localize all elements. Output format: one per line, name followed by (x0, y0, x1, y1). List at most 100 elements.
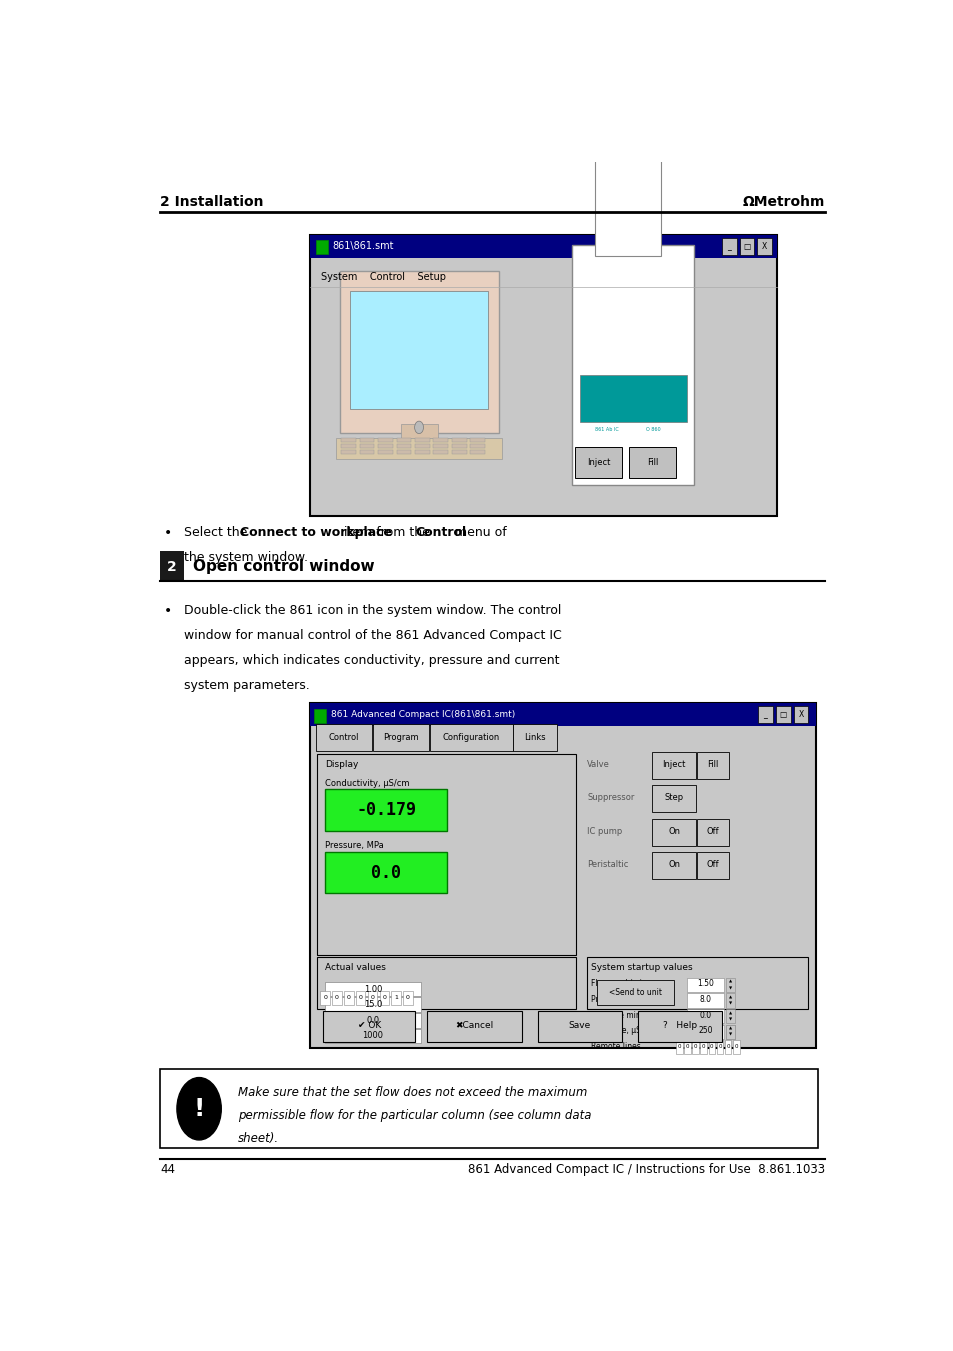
Text: Program: Program (383, 732, 418, 742)
Bar (686, 978, 723, 992)
Text: □: □ (742, 242, 750, 251)
Bar (470, 438, 485, 442)
Text: 0: 0 (323, 996, 327, 1001)
Text: 0: 0 (347, 996, 351, 1001)
FancyBboxPatch shape (513, 724, 557, 751)
FancyBboxPatch shape (537, 1011, 621, 1042)
Bar (396, 444, 411, 449)
Text: Conductivity, µS/cm: Conductivity, µS/cm (324, 778, 409, 788)
Text: X: X (798, 711, 802, 719)
Bar (724, 1040, 731, 1054)
Circle shape (176, 1078, 221, 1140)
Text: ▲: ▲ (728, 996, 731, 1000)
Text: Open control window: Open control window (193, 559, 375, 574)
Bar (470, 450, 485, 454)
Bar (315, 240, 328, 254)
Text: 0: 0 (734, 1044, 738, 1048)
FancyBboxPatch shape (574, 447, 621, 478)
Text: Save: Save (568, 1021, 590, 1029)
Text: Step: Step (664, 793, 683, 802)
FancyBboxPatch shape (597, 979, 673, 1005)
Text: 861 Advanced Compact IC(861\861.smt): 861 Advanced Compact IC(861\861.smt) (331, 711, 515, 719)
FancyBboxPatch shape (310, 235, 777, 516)
Text: X: X (761, 242, 766, 251)
Text: Pressure min, MPa: Pressure min, MPa (590, 1011, 660, 1020)
FancyBboxPatch shape (637, 1011, 721, 1042)
Text: 861 Advanced Compact IC / Instructions for Use  8.861.1033: 861 Advanced Compact IC / Instructions f… (468, 1163, 824, 1175)
Text: •: • (164, 604, 172, 619)
Bar (572, 246, 694, 485)
Bar (708, 1040, 715, 1054)
Text: 0: 0 (718, 1044, 721, 1048)
Bar (367, 992, 376, 1005)
Bar (433, 450, 448, 454)
Bar (724, 978, 735, 992)
Text: Full scale, µS/cm: Full scale, µS/cm (590, 1027, 655, 1035)
Text: sheet).: sheet). (237, 1132, 278, 1144)
Bar (332, 992, 341, 1005)
Text: 44: 44 (160, 1163, 174, 1175)
Bar (396, 450, 411, 454)
Bar (724, 1009, 735, 1024)
Text: 1: 1 (394, 996, 397, 1001)
Bar (721, 238, 736, 255)
Text: Configuration: Configuration (442, 732, 499, 742)
Text: 0: 0 (677, 1044, 680, 1048)
FancyBboxPatch shape (696, 852, 728, 880)
Bar (324, 982, 420, 997)
FancyBboxPatch shape (160, 1069, 817, 1148)
Bar (433, 438, 448, 442)
FancyBboxPatch shape (315, 724, 372, 751)
Text: Control: Control (329, 732, 359, 742)
Bar (716, 1040, 722, 1054)
Bar (344, 992, 354, 1005)
Bar (310, 235, 777, 258)
Text: 0: 0 (406, 996, 410, 1001)
Text: Links: Links (524, 732, 545, 742)
Text: 0: 0 (370, 996, 374, 1001)
Bar (350, 290, 488, 408)
Text: 0: 0 (335, 996, 338, 1001)
Text: 0: 0 (358, 996, 362, 1001)
FancyBboxPatch shape (323, 1011, 415, 1042)
Text: Control: Control (416, 526, 466, 539)
FancyBboxPatch shape (652, 852, 696, 880)
Bar (676, 1040, 682, 1054)
Text: Pressure max, MPa: Pressure max, MPa (590, 996, 662, 1004)
Text: _: _ (762, 711, 766, 719)
Text: system parameters.: system parameters. (184, 680, 310, 692)
Bar (686, 1024, 723, 1039)
Bar (724, 1024, 735, 1039)
Text: On: On (667, 827, 679, 835)
Text: Off: Off (706, 827, 719, 835)
Bar (320, 992, 330, 1005)
FancyBboxPatch shape (587, 957, 807, 1009)
Text: ▲: ▲ (728, 1011, 731, 1015)
Bar (686, 1009, 723, 1024)
Text: ΩMetrohm: ΩMetrohm (742, 195, 824, 209)
Bar (686, 993, 723, 1008)
Text: 0: 0 (725, 1044, 729, 1048)
Bar (452, 438, 466, 442)
Bar (324, 1028, 420, 1043)
Text: System    Control    Setup: System Control Setup (321, 272, 446, 281)
Text: <Send to unit: <Send to unit (608, 988, 661, 997)
Text: !: ! (193, 1097, 205, 1121)
Text: Off: Off (706, 859, 719, 869)
Text: ✖Cancel: ✖Cancel (455, 1021, 493, 1029)
FancyBboxPatch shape (317, 957, 576, 1009)
Bar (415, 438, 429, 442)
Bar (433, 444, 448, 449)
Bar (757, 238, 771, 255)
Text: 15.0: 15.0 (363, 1000, 381, 1009)
Bar (758, 707, 772, 723)
Text: 1000: 1000 (362, 1031, 383, 1040)
FancyBboxPatch shape (652, 819, 696, 846)
Text: •: • (164, 526, 172, 540)
Text: window for manual control of the 861 Advanced Compact IC: window for manual control of the 861 Adv… (184, 630, 561, 642)
FancyBboxPatch shape (628, 447, 676, 478)
Text: 8.0: 8.0 (699, 996, 711, 1004)
Text: Connect to workplace: Connect to workplace (239, 526, 391, 539)
Text: Actual values: Actual values (324, 963, 385, 971)
Text: 0.0: 0.0 (371, 863, 400, 882)
